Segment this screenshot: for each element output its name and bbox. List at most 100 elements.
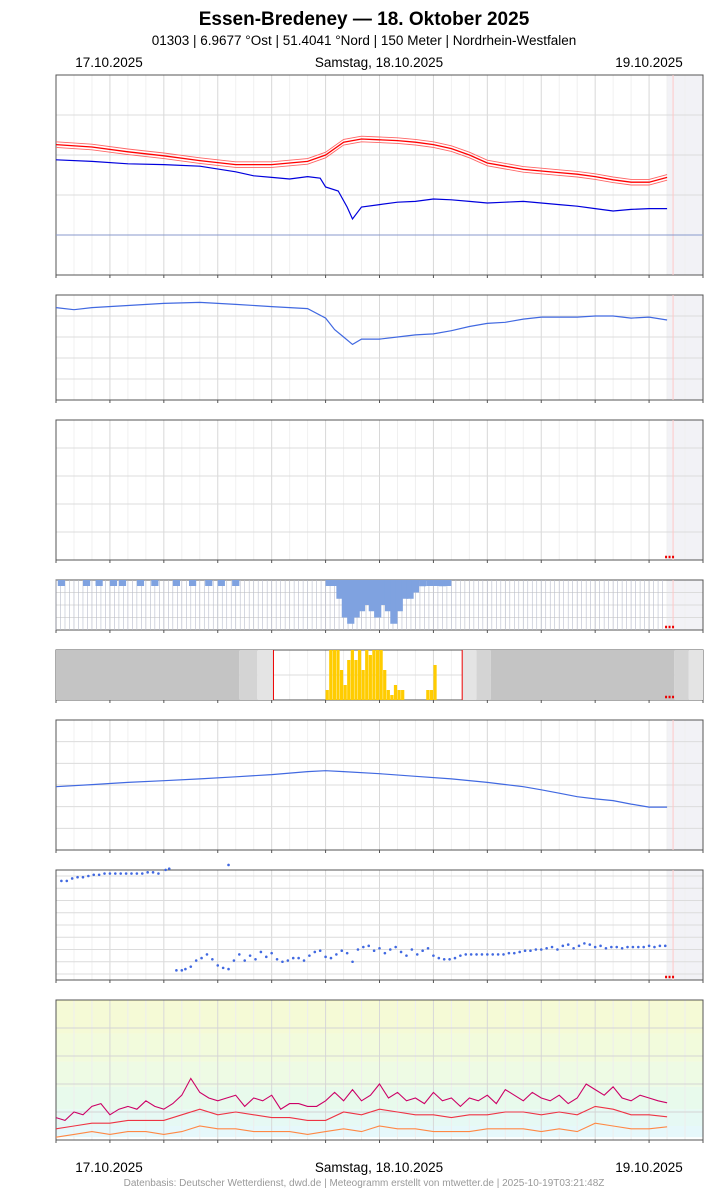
wind-dir-point bbox=[620, 946, 624, 950]
wind-dir-point bbox=[238, 953, 241, 956]
cloud-bar bbox=[411, 580, 420, 593]
sun-bar bbox=[336, 650, 340, 700]
sun-bar bbox=[325, 690, 329, 700]
wind-dir-point bbox=[205, 953, 209, 956]
night-shade bbox=[462, 650, 477, 700]
wind-dir-point bbox=[286, 959, 290, 962]
cloud-bar bbox=[95, 580, 103, 586]
wind-dir-point bbox=[626, 945, 629, 949]
wind-dir-point bbox=[610, 945, 613, 949]
sun-bar bbox=[401, 690, 405, 700]
wind-dir-point bbox=[405, 954, 408, 957]
wind-dir-point bbox=[518, 950, 521, 954]
cloud-bar bbox=[438, 580, 446, 587]
wind-dir-point bbox=[534, 948, 538, 951]
cloud-bar bbox=[217, 580, 225, 586]
cloud-bar bbox=[401, 580, 409, 599]
footer-credit: Datenbasis: Deutscher Wetterdienst, dwd.… bbox=[124, 1178, 605, 1189]
temp-min-line bbox=[55, 141, 668, 186]
wind-dir-point bbox=[254, 958, 257, 961]
cloud-bar bbox=[426, 580, 434, 586]
sun-bar bbox=[368, 655, 372, 700]
wind-dir-point bbox=[545, 946, 548, 950]
cloud-bar bbox=[330, 580, 339, 586]
wind-dir-point bbox=[421, 949, 424, 953]
pressure-line bbox=[55, 770, 668, 808]
panel-sunshine bbox=[55, 649, 704, 703]
wind-dir-point bbox=[464, 953, 468, 956]
wind-dir-point bbox=[577, 944, 581, 948]
wind-dir-point bbox=[308, 954, 311, 957]
cloud-bar bbox=[57, 580, 65, 586]
cloud-bar bbox=[374, 580, 382, 618]
sun-bar bbox=[357, 650, 362, 700]
wind-dir-point bbox=[124, 872, 128, 875]
date-right-top: 19.10.2025 bbox=[615, 55, 683, 70]
sun-bar bbox=[375, 650, 380, 700]
wind-dir-point bbox=[378, 946, 381, 950]
sun-bar bbox=[329, 650, 333, 700]
wind-dir-point bbox=[180, 969, 184, 972]
panel-precipitation bbox=[55, 419, 704, 563]
sun-bar bbox=[332, 650, 337, 700]
wind-dir-point bbox=[146, 871, 149, 874]
panel-wind_direction bbox=[55, 863, 704, 983]
night-shade bbox=[674, 650, 689, 700]
wind-dir-point bbox=[318, 949, 322, 953]
cloud-bar bbox=[363, 580, 371, 605]
cloud-bar bbox=[357, 580, 366, 612]
wind-fn-line bbox=[55, 1122, 668, 1138]
wind-dir-point bbox=[415, 953, 419, 956]
wind-dir-point bbox=[175, 969, 178, 972]
wind-dir-point bbox=[259, 950, 263, 954]
wind-dir-point bbox=[442, 958, 446, 961]
wind-dir-point bbox=[356, 948, 360, 951]
wind-dir-point bbox=[103, 872, 106, 875]
wind-dir-point bbox=[351, 960, 354, 964]
temp-max-line bbox=[55, 135, 668, 180]
page-title: Essen-Bredeney — 18. Oktober 2025 bbox=[199, 9, 530, 30]
wind-dir-point bbox=[372, 949, 376, 953]
wind-dir-point bbox=[491, 953, 495, 956]
sun-bar bbox=[347, 660, 351, 700]
night-shade bbox=[239, 650, 258, 700]
wind-dir-point bbox=[599, 944, 602, 948]
wind-dir-point bbox=[658, 944, 662, 948]
date-right-bottom: 19.10.2025 bbox=[615, 1160, 683, 1175]
panel-wind_speed bbox=[55, 999, 704, 1143]
wind-dir-point bbox=[394, 945, 397, 949]
cloud-bar bbox=[82, 580, 91, 586]
sun-bar bbox=[339, 670, 344, 700]
wind-dir-point bbox=[140, 872, 144, 875]
wind-dir-point bbox=[383, 951, 387, 955]
wind-dir-point bbox=[340, 949, 344, 953]
wind-dir-point bbox=[232, 959, 236, 962]
sun-bar bbox=[426, 690, 430, 700]
wind-dir-point bbox=[496, 953, 500, 956]
sun-bar bbox=[397, 690, 401, 700]
sun-bar bbox=[429, 690, 434, 700]
sun-bar bbox=[390, 695, 394, 700]
date-left-bottom: 17.10.2025 bbox=[75, 1160, 143, 1175]
sun-bar bbox=[393, 685, 398, 700]
wind-dir-point bbox=[275, 958, 279, 961]
wind-dir-point bbox=[227, 967, 230, 971]
night-shade bbox=[476, 650, 491, 700]
wind-dir-point bbox=[189, 965, 193, 968]
wind-dir-point bbox=[362, 945, 365, 949]
wind-dir-point bbox=[448, 958, 451, 961]
wind-dir-point bbox=[388, 948, 392, 951]
wind-dir-point bbox=[97, 873, 101, 877]
wind-dir-point bbox=[92, 873, 96, 877]
sun-bar bbox=[386, 690, 390, 700]
station-info: 01303 | 6.9677 °Ost | 51.4041 °Nord | 15… bbox=[152, 33, 577, 48]
sun-bar bbox=[365, 650, 369, 700]
night-shade bbox=[56, 650, 240, 700]
wind-dir-point bbox=[329, 956, 333, 960]
sun-bar bbox=[379, 650, 383, 700]
wind-dir-point bbox=[486, 953, 489, 956]
cloud-bar bbox=[352, 580, 360, 618]
wind-dir-point bbox=[615, 945, 619, 949]
cloud-bar bbox=[444, 580, 452, 586]
